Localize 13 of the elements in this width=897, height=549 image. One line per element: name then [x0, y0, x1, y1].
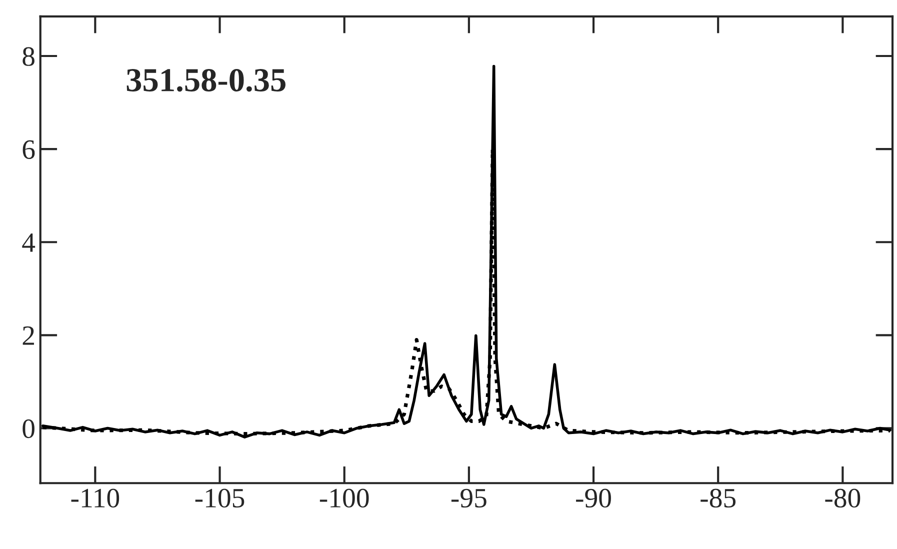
x-tick-label: -105 — [195, 488, 244, 508]
x-tick-label: -100 — [320, 488, 369, 508]
x-tick-label: -80 — [825, 488, 860, 508]
x-tick-label: -90 — [576, 488, 611, 508]
annotation: 351.58-0.35 — [126, 68, 286, 92]
y-tick-label: 4 — [22, 233, 36, 252]
x-tick-label: -85 — [700, 488, 736, 508]
y-tick-label: 0 — [22, 419, 34, 438]
y-tick-label: 2 — [22, 326, 34, 345]
x-tick-label: -95 — [451, 488, 486, 508]
y-tick-label: 8 — [22, 47, 34, 66]
x-tick-label: -110 — [71, 488, 120, 508]
y-tick-label: 6 — [22, 140, 35, 159]
